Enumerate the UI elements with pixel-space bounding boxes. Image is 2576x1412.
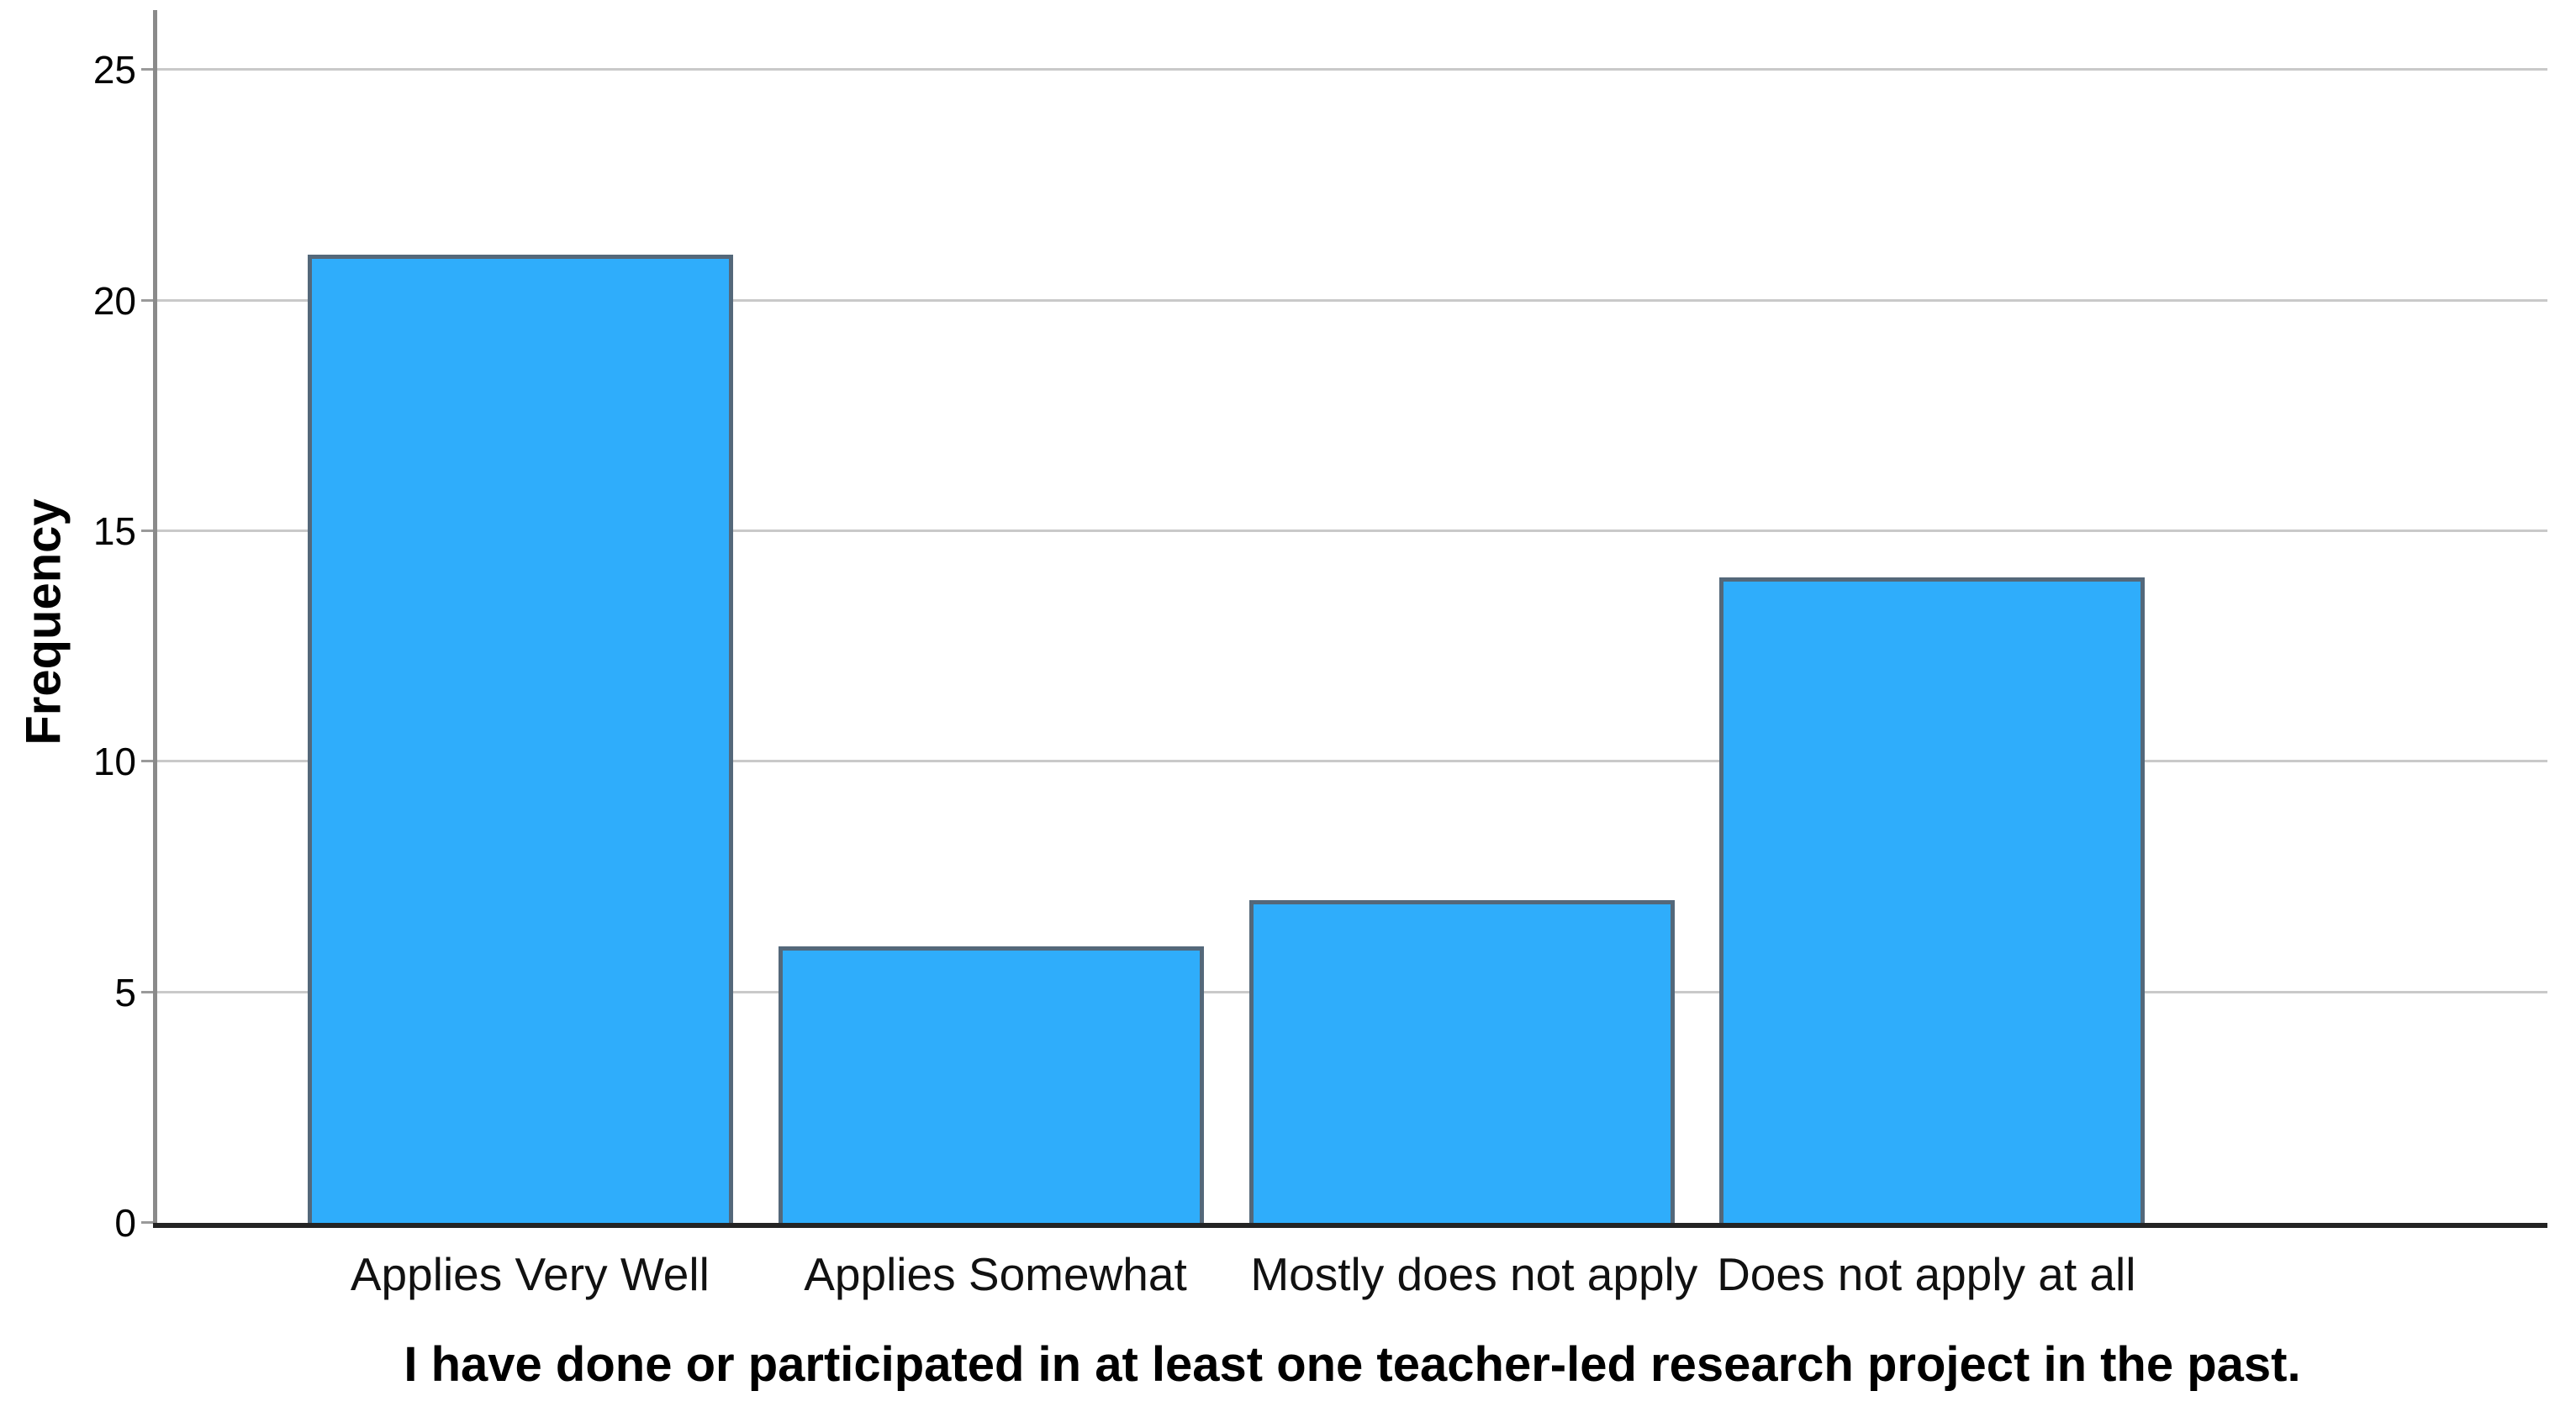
y-tick-label: 10	[92, 740, 136, 784]
y-tick-mark	[141, 530, 157, 532]
category-label: Mostly does not apply	[1250, 1248, 1698, 1300]
y-axis-line	[153, 10, 157, 1226]
y-tick-label: 0	[114, 1201, 136, 1245]
bar	[778, 946, 1204, 1223]
gridline	[157, 68, 2547, 71]
y-tick-label: 15	[92, 508, 136, 553]
y-tick-mark	[141, 990, 157, 993]
bar	[308, 254, 734, 1223]
y-tick-mark	[141, 760, 157, 763]
category-label: Applies Very Well	[350, 1248, 710, 1300]
x-axis-line	[153, 1223, 2547, 1228]
y-tick-label: 20	[92, 278, 136, 323]
plot-area	[141, 10, 2547, 1228]
gridline	[157, 298, 2547, 302]
y-tick-mark	[141, 298, 157, 302]
gridline	[157, 760, 2547, 763]
y-tick-mark	[141, 68, 157, 71]
y-tick-label: 25	[92, 48, 136, 92]
gridline	[157, 530, 2547, 532]
x-axis-title: I have done or participated in at least …	[404, 1337, 2301, 1392]
category-labels-group: Applies Very Well Applies Somewhat Mostly …	[157, 1247, 2547, 1301]
bars-group	[157, 10, 2547, 1223]
y-tick-mark	[141, 1221, 157, 1224]
bar	[1248, 899, 1675, 1223]
y-tick-label: 5	[114, 970, 136, 1014]
bar	[1719, 577, 2146, 1223]
category-label: Does not apply at all	[1717, 1248, 2136, 1300]
category-label: Applies Somewhat	[804, 1248, 1187, 1300]
